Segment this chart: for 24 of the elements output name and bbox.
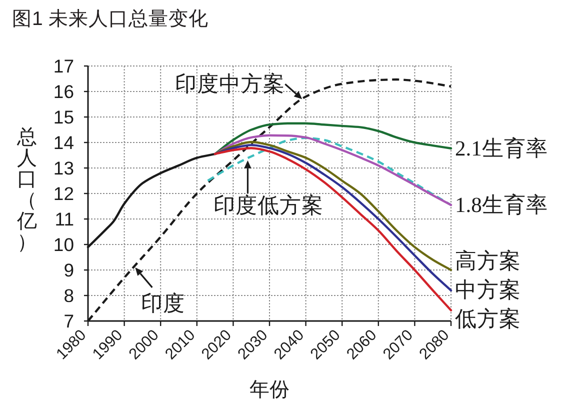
line-series [214,122,452,156]
chart-title: 图1 未来人口总量变化 [12,8,208,30]
y-tick-label: 12 [53,183,74,204]
series-label: 高方案 [455,249,521,274]
y-tick-label: 8 [64,285,74,306]
y-tick-label: 9 [64,260,74,280]
y-tick-label: 16 [53,81,74,102]
line-series [214,140,452,272]
series-label: 低方案 [455,307,521,332]
y-axis-title: 总人口（亿） [16,126,37,254]
y-tick-label: 15 [53,106,74,128]
annotation: 印度低方案 [214,193,324,218]
y-tick-label: 11 [54,208,74,230]
x-axis-title: 年份 [250,379,290,401]
series-label: 中方案 [455,278,521,302]
annotation: 印度中方案 [175,72,286,96]
series-label: 2.1生育率 [455,135,548,160]
series-label: 1.8生育率 [455,192,548,217]
y-tick-label: 7 [64,310,74,332]
y-tick-label: 10 [53,234,74,255]
annotation: 印度 [141,291,186,316]
y-tick-label: 17 [53,56,74,76]
y-tick-label: 13 [53,158,74,178]
y-tick-label: 14 [53,132,74,153]
